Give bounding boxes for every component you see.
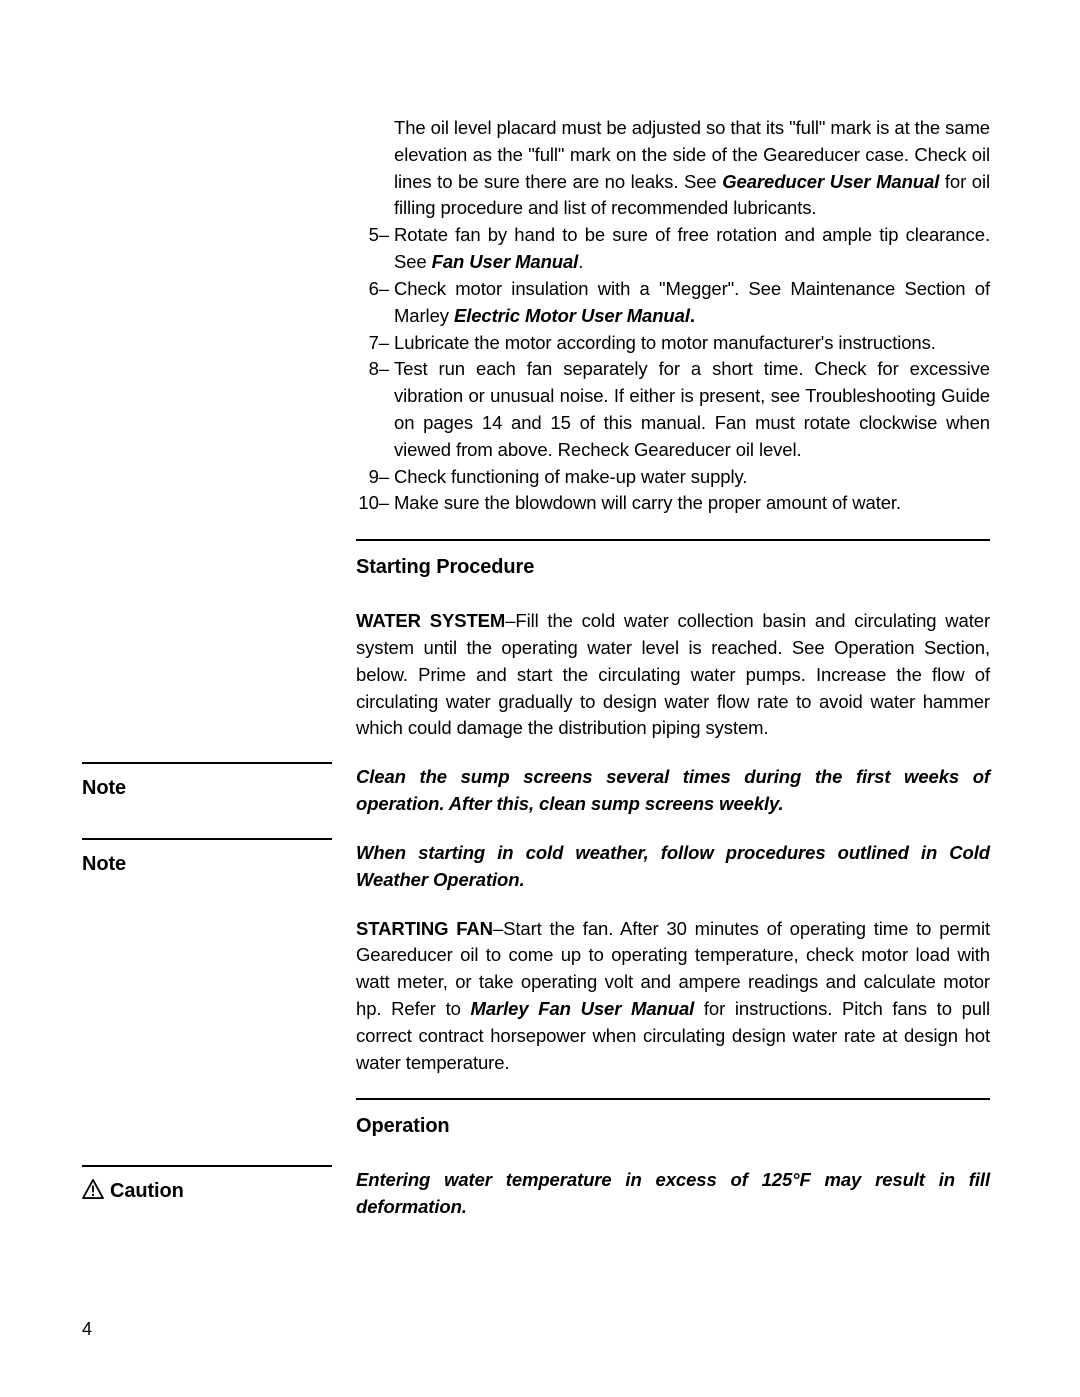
note-1-text: Clean the sump screens several times dur… [356,764,990,818]
left-spacer-1 [82,115,332,116]
ref-marley-fan-manual: Marley Fan User Manual [471,998,695,1019]
page-grid: The oil level placard must be adjusted s… [82,115,990,1221]
caution-label: Caution [110,1180,184,1202]
caution-block: Entering water temperature in excess of … [356,1167,990,1221]
water-system-paragraph: WATER SYSTEM–Fill the cold water collect… [356,608,990,742]
item-5-number: 5– [356,222,394,249]
list-item-5: 5– Rotate fan by hand to be sure of free… [356,222,990,276]
note-1-block: Clean the sump screens several times dur… [356,764,990,840]
note-2-label: Note [82,838,332,879]
item-6-number: 6– [356,276,394,303]
starting-procedure-title: Starting Procedure [356,553,990,582]
item-9-number: 9– [356,464,394,491]
left-note-2-wrap: Note [82,838,332,879]
list-item-6: 6– Check motor insulation with a "Megger… [356,276,990,330]
item-7-number: 7– [356,330,394,357]
note-2-text: When starting in cold weather, follow pr… [356,840,990,894]
warning-icon [82,1179,104,1208]
caution-text: Entering water temperature in excess of … [356,1167,990,1221]
item-8-number: 8– [356,356,394,383]
item-6-text: Check motor insulation with a "Megger". … [394,276,990,330]
list-item-9: 9– Check functioning of make-up water su… [356,464,990,491]
ref-fan-manual: Fan User Manual [432,251,579,272]
page-number: 4 [82,1316,92,1342]
divider-1 [356,539,990,541]
item-9-text: Check functioning of make-up water suppl… [394,464,990,491]
list-item-10: 10– Make sure the blowdown will carry th… [356,490,990,517]
ref-electric-motor-manual: Electric Motor User Manual [454,305,690,326]
divider-2 [356,1098,990,1100]
note-1-label: Note [82,762,332,803]
starting-fan-paragraph: STARTING FAN–Start the fan. After 30 min… [356,916,990,1077]
caution-label-block: Caution [82,1165,332,1208]
list-item-7: 7– Lubricate the motor according to moto… [356,330,990,357]
left-note-1-wrap: Note [82,762,332,803]
note-2-and-fan-block: When starting in cold weather, follow pr… [356,840,990,1168]
item-5-text: Rotate fan by hand to be sure of free ro… [394,222,990,276]
item-8-text: Test run each fan separately for a short… [394,356,990,463]
ref-geareducer-manual: Geareducer User Manual [722,171,939,192]
left-caution-wrap: Caution [82,1165,332,1208]
item-10-text: Make sure the blowdown will carry the pr… [394,490,990,517]
water-system-lead: WATER SYSTEM [356,610,505,631]
operation-title: Operation [356,1112,990,1141]
item-7-text: Lubricate the motor according to motor m… [394,330,990,357]
intro-paragraph: The oil level placard must be adjusted s… [356,115,990,222]
item-10-number: 10– [356,490,394,517]
list-item-8: 8– Test run each fan separately for a sh… [356,356,990,463]
starting-fan-lead: STARTING FAN [356,918,493,939]
list-block: The oil level placard must be adjusted s… [356,115,990,764]
